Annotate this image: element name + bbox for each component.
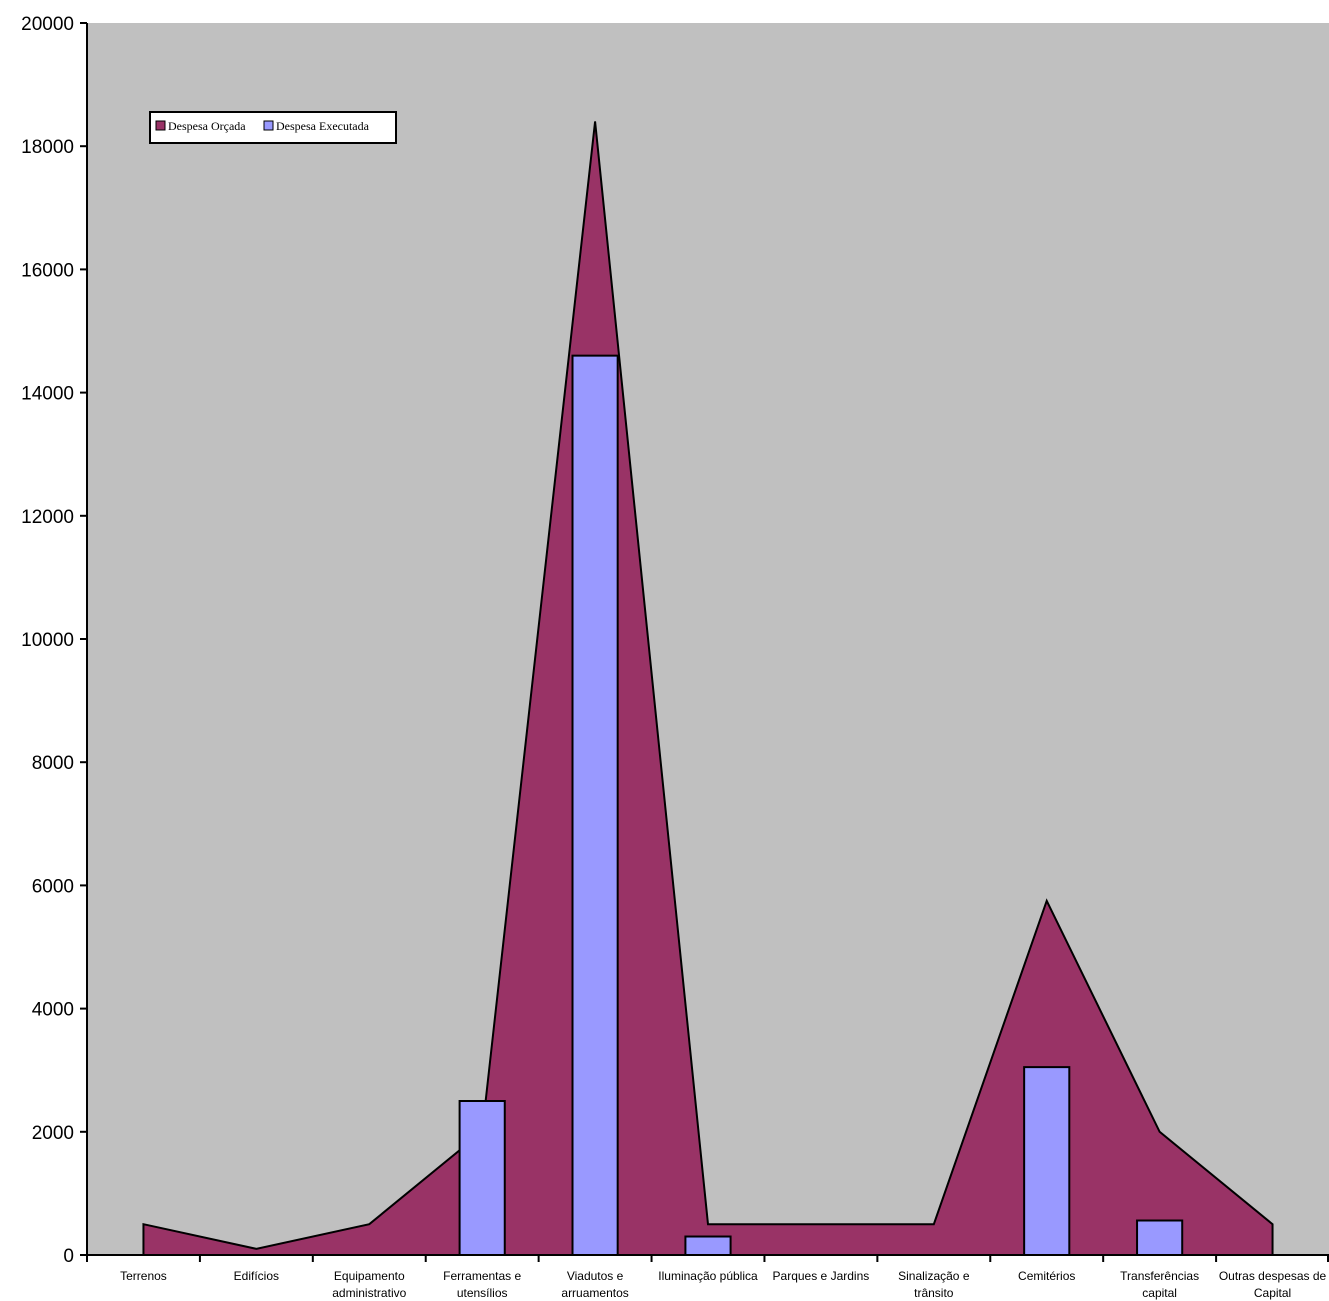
x-tick-label-line: Outras despesas de (1219, 1269, 1327, 1283)
y-tick-label: 12000 (21, 507, 74, 528)
x-tick-label: Transferências capital (1120, 1269, 1199, 1300)
x-tick-label: Equipamento administrativo (332, 1269, 406, 1300)
plot-area (87, 23, 1329, 1255)
area-point (1159, 1131, 1161, 1133)
x-tick-label-line: trânsito (914, 1286, 954, 1300)
x-tick-label-line: Terrenos (120, 1269, 167, 1283)
x-tick-label-line: administrativo (332, 1286, 406, 1300)
y-tick-label: 0 (63, 1246, 74, 1267)
bar (1023, 1066, 1071, 1256)
x-tick-label-line: Cemitérios (1018, 1269, 1075, 1283)
x-tick-label-line: capital (1142, 1286, 1177, 1300)
x-tick-label-line: Sinalização e (898, 1269, 970, 1283)
y-tick-label: 10000 (21, 630, 74, 651)
legend: Despesa Orçada Despesa Executada (149, 111, 397, 144)
x-tick-label: Ferramentas e utensílios (443, 1269, 521, 1300)
bar (458, 1100, 506, 1256)
x-tick-label-line: Parques e Jardins (773, 1269, 870, 1283)
y-tick-label: 8000 (32, 753, 74, 774)
x-tick-label-line: Capital (1254, 1286, 1291, 1300)
area-point (1046, 900, 1048, 902)
x-tick-label: Sinalização e trânsito (898, 1269, 970, 1300)
x-tick-label-line: Transferências (1120, 1269, 1199, 1283)
legend-swatch-executada (263, 120, 274, 131)
legend-swatch-orcada (155, 120, 166, 131)
y-tick-label: 14000 (21, 384, 74, 405)
area-point (1272, 1223, 1274, 1225)
y-tick-label: 16000 (21, 260, 74, 281)
bar (571, 354, 619, 1256)
y-tick-label: 4000 (32, 1000, 74, 1021)
bar (684, 1235, 732, 1257)
legend-label-executada: Despesa Executada (276, 119, 370, 133)
bar (1136, 1219, 1184, 1257)
x-tick-label-line: utensílios (457, 1286, 508, 1300)
x-tick-label-line: Iluminação pública (658, 1269, 758, 1283)
area-point (933, 1223, 935, 1225)
area-point (368, 1223, 370, 1225)
y-tick-label: 18000 (21, 137, 74, 158)
area-point (594, 121, 596, 123)
area-series-fill (143, 121, 1273, 1255)
x-tick-label: Terrenos (120, 1269, 167, 1283)
x-tick-label: Outras despesas de Capital (1219, 1269, 1327, 1300)
x-tick-label: Cemitérios (1018, 1269, 1075, 1283)
y-tick-label: 20000 (21, 14, 74, 35)
area-point (142, 1223, 144, 1225)
x-tick-label-line: Viadutos e (567, 1269, 624, 1283)
y-tick-label: 2000 (32, 1123, 74, 1144)
area-point (707, 1223, 709, 1225)
legend-label-orcada: Despesa Orçada (168, 119, 246, 133)
x-tick-label-line: Equipamento (334, 1269, 405, 1283)
y-tick-label: 6000 (32, 876, 74, 897)
x-tick-label: Edifícios (234, 1269, 279, 1283)
x-tick-label: Viadutos e arruamentos (561, 1269, 628, 1300)
x-tick-label-line: Ferramentas e (443, 1269, 521, 1283)
x-tick-label: Iluminação pública (658, 1269, 758, 1283)
x-tick-label-line: Edifícios (234, 1269, 279, 1283)
area-point (255, 1248, 257, 1250)
x-tick-label: Parques e Jardins (773, 1269, 870, 1283)
x-tick-label-line: arruamentos (561, 1286, 628, 1300)
area-point (820, 1223, 822, 1225)
